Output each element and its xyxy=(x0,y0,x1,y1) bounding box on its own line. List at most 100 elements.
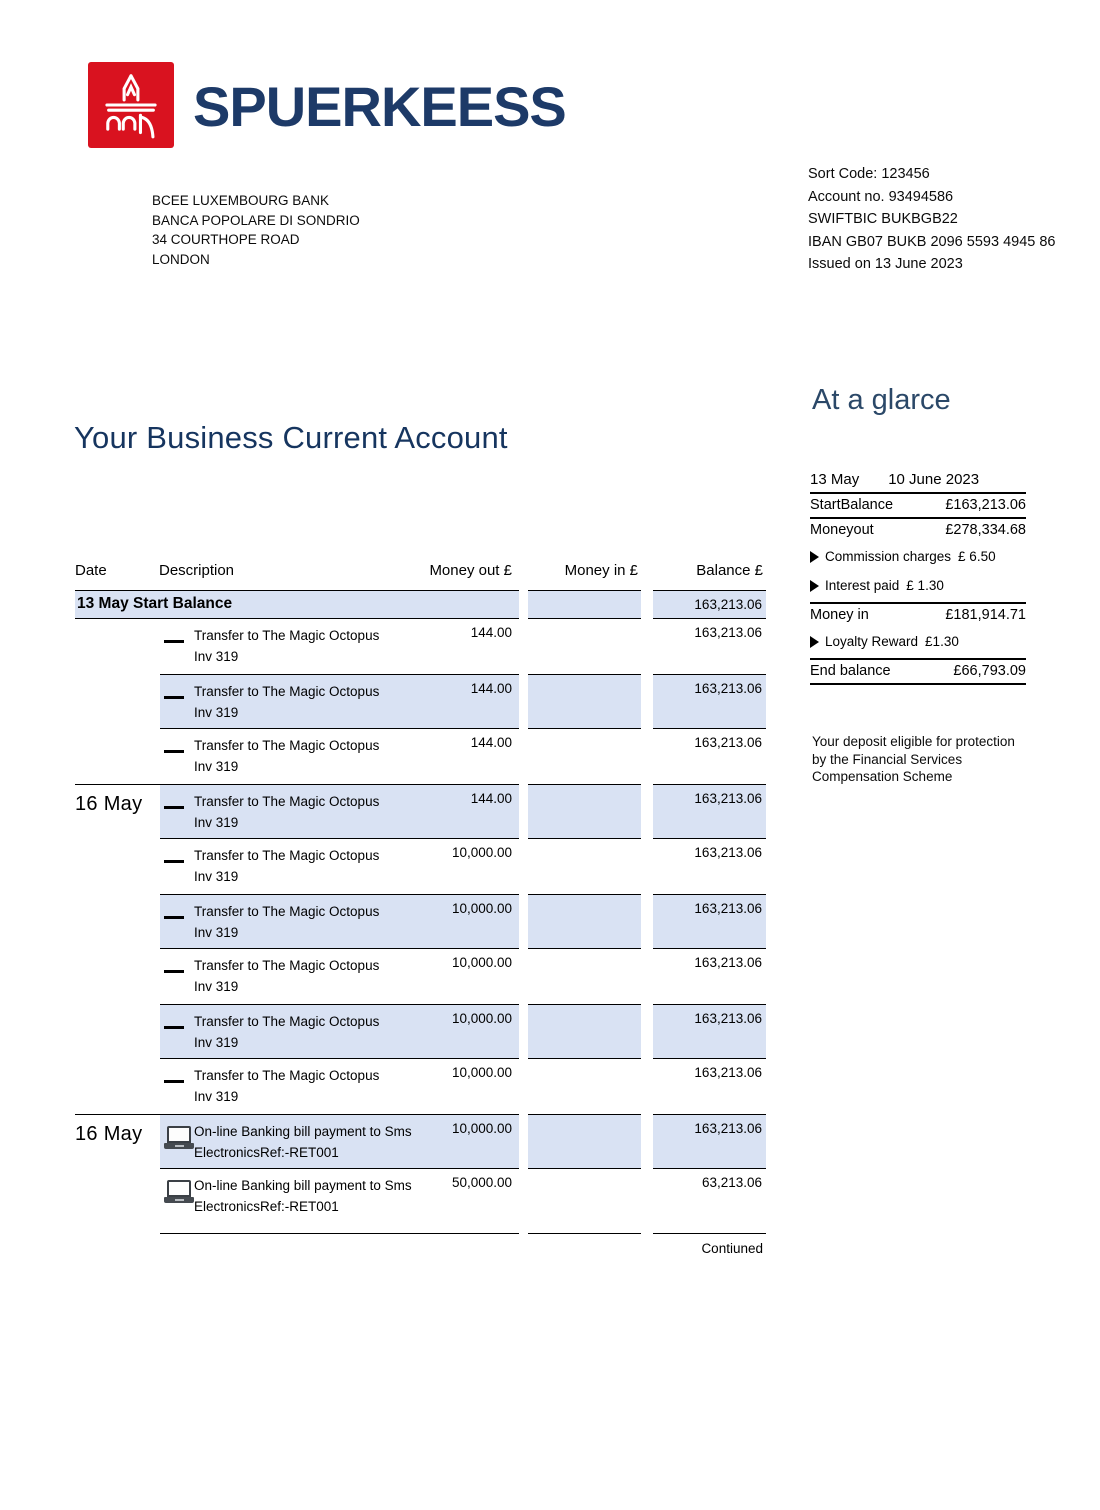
row-date xyxy=(75,1169,160,1224)
row-money-in xyxy=(528,674,641,729)
start-balance-label: StartBalance xyxy=(810,497,894,513)
laptop-icon xyxy=(164,1126,194,1149)
row-money-out: 10,000.00 xyxy=(451,901,512,916)
account-info-block: Sort Code: 123456 Account no. 93494586 S… xyxy=(808,163,1055,276)
swift-bic: SWIFTBIC BUKBGB22 xyxy=(808,211,958,227)
triangle-bullet-icon xyxy=(810,550,819,563)
table-row: Transfer to The Magic Octopus Inv 319 10… xyxy=(75,894,766,949)
row-balance: 163,213.06 xyxy=(694,625,762,640)
table-row: Transfer to The Magic Octopus Inv 319 10… xyxy=(75,839,766,894)
row-description: Transfer to The Magic Octopus xyxy=(194,628,380,643)
start-balance-value: £163,213.06 xyxy=(945,497,1026,513)
glance-money-in-row: Money in £181,914.71 xyxy=(810,604,1026,627)
row-balance: 163,213.06 xyxy=(694,1065,762,1080)
table-row: 16 May Transfer to The Magic Octopus Inv… xyxy=(75,784,766,839)
row-money-out: 144.00 xyxy=(470,791,512,806)
row-date xyxy=(75,949,160,1004)
start-balance-row: 13 May Start Balance 163,213.06 xyxy=(75,590,766,619)
table-row: Transfer to The Magic Octopus Inv 319 14… xyxy=(75,619,766,674)
row-balance: 163,213.06 xyxy=(694,845,762,860)
glance-panel: 13 May 10 June 2023 StartBalance £163,21… xyxy=(810,471,1026,685)
row-description: On-line Banking bill payment to Sms xyxy=(194,1124,412,1139)
transfer-dash-icon xyxy=(164,916,184,919)
row-balance: 63,213.06 xyxy=(701,1175,762,1190)
row-description: Transfer to The Magic Octopus xyxy=(194,794,380,809)
money-out-value: £278,334.68 xyxy=(945,522,1026,538)
glance-money-out-row: Moneyout £278,334.68 xyxy=(810,519,1026,542)
glance-commission-row: Commission charges £ 6.50 xyxy=(810,542,1026,571)
row-reference: Inv 319 xyxy=(194,705,239,720)
row-balance: 163,213.06 xyxy=(694,735,762,750)
table-closing-rules xyxy=(75,1233,766,1234)
row-money-out: 50,000.00 xyxy=(451,1175,512,1190)
bank-address-line: LONDON xyxy=(152,251,210,267)
row-date xyxy=(75,1059,160,1114)
iban: IBAN GB07 BUKB 2096 5593 4945 86 xyxy=(808,233,1056,250)
triangle-bullet-icon xyxy=(810,579,819,592)
table-row: Transfer to The Magic Octopus Inv 319 10… xyxy=(75,1059,766,1114)
table-row: On-line Banking bill payment to Sms Elec… xyxy=(75,1169,766,1224)
table-row: Transfer to The Magic Octopus Inv 319 14… xyxy=(75,674,766,729)
transfer-dash-icon xyxy=(164,860,184,863)
triangle-bullet-icon xyxy=(810,635,819,648)
row-description: Transfer to The Magic Octopus xyxy=(194,1014,380,1029)
bridge-spire-icon xyxy=(105,74,157,139)
glance-period-row: 13 May 10 June 2023 xyxy=(810,471,1026,494)
glance-start-balance-row: StartBalance £163,213.06 xyxy=(810,494,1026,519)
row-money-out: 10,000.00 xyxy=(451,845,512,860)
table-row: Transfer to The Magic Octopus Inv 319 10… xyxy=(75,1004,766,1059)
row-reference: Inv 319 xyxy=(194,925,239,940)
row-date xyxy=(75,839,160,894)
row-reference: Inv 319 xyxy=(194,759,239,774)
row-description: Transfer to The Magic Octopus xyxy=(194,1068,380,1083)
row-reference: ElectronicsRef:-RET001 xyxy=(194,1199,339,1214)
row-money-out: 144.00 xyxy=(470,681,512,696)
money-out-label: Moneyout xyxy=(810,522,874,538)
end-balance-value: £66,793.09 xyxy=(953,663,1026,679)
spuerkeess-logo xyxy=(88,62,174,148)
row-description: On-line Banking bill payment to Sms xyxy=(194,1178,412,1193)
continued-label: Contiuned xyxy=(701,1241,763,1256)
table-row: Transfer to The Magic Octopus Inv 319 14… xyxy=(75,729,766,784)
row-date: 16 May xyxy=(75,1114,160,1169)
commission-label: Commission charges xyxy=(825,549,952,564)
header-balance: Balance £ xyxy=(696,562,763,579)
row-money-out: 144.00 xyxy=(470,625,512,640)
header-money-out: Money out £ xyxy=(429,562,512,579)
commission-value: £ 6.50 xyxy=(958,549,996,564)
bank-address-line: BANCA POPOLARE DI SONDRIO xyxy=(152,212,360,228)
money-in-label: Money in xyxy=(810,607,869,623)
row-money-out: 10,000.00 xyxy=(451,955,512,970)
row-money-out: 10,000.00 xyxy=(451,1121,512,1136)
sort-code: Sort Code: 123456 xyxy=(808,166,930,182)
period-start: 13 May xyxy=(810,471,860,488)
row-money-in xyxy=(528,784,641,839)
glance-interest-row: Interest paid £ 1.30 xyxy=(810,571,1026,604)
loyalty-value: £1.30 xyxy=(925,634,959,649)
row-reference: Inv 319 xyxy=(194,815,239,830)
header-date: Date xyxy=(75,562,107,579)
row-date xyxy=(75,1004,160,1059)
transfer-dash-icon xyxy=(164,970,184,973)
row-money-out: 10,000.00 xyxy=(451,1011,512,1026)
row-balance: 163,213.06 xyxy=(653,784,766,839)
row-date xyxy=(75,619,160,674)
row-money-in xyxy=(528,1169,641,1224)
loyalty-label: Loyalty Reward xyxy=(825,634,919,649)
row-date xyxy=(75,729,160,784)
row-balance: 163,213.06 xyxy=(653,894,766,949)
row-reference: Inv 319 xyxy=(194,869,239,884)
transfer-dash-icon xyxy=(164,750,184,753)
transactions-table: Date Description Money out £ Money in £ … xyxy=(75,562,766,1256)
row-description: Transfer to The Magic Octopus xyxy=(194,904,380,919)
table-header-row: Date Description Money out £ Money in £ … xyxy=(75,562,766,590)
transfer-dash-icon xyxy=(164,1080,184,1083)
row-money-in xyxy=(528,729,641,784)
row-money-out: 144.00 xyxy=(470,735,512,750)
row-balance: 163,213.06 xyxy=(653,1004,766,1059)
row-description: Transfer to The Magic Octopus xyxy=(194,738,380,753)
row-date: 16 May xyxy=(75,784,160,839)
end-balance-label: End balance xyxy=(810,663,891,679)
row-balance: 163,213.06 xyxy=(653,1114,766,1169)
row-money-in xyxy=(528,949,641,1004)
